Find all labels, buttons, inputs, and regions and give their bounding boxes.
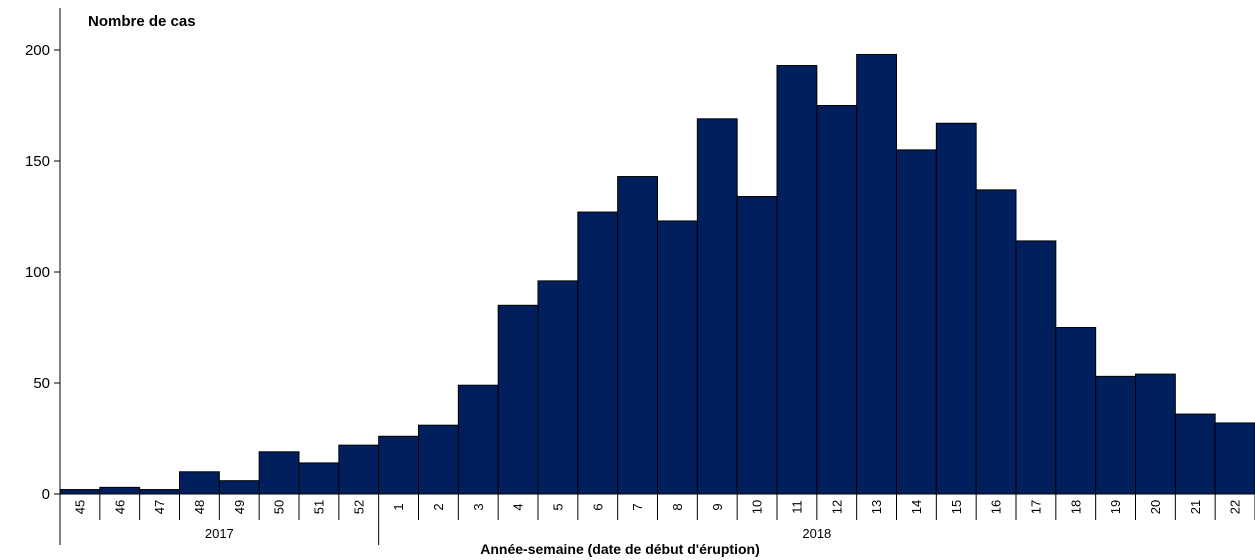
x-tick-label: 51	[311, 500, 326, 514]
x-tick-label: 16	[989, 500, 1004, 514]
x-tick-label: 1	[391, 503, 406, 510]
x-tick-label: 10	[750, 500, 765, 514]
x-axis-title: Année-semaine (date de début d'éruption)	[480, 541, 759, 557]
x-tick-label: 13	[869, 500, 884, 514]
bar	[1214, 422, 1255, 495]
x-tick-label: 49	[232, 500, 247, 514]
year-label: 2018	[802, 526, 831, 541]
x-tick-label: 4	[511, 503, 526, 510]
bar	[816, 105, 858, 495]
x-tick-label: 45	[72, 500, 87, 514]
bar	[338, 444, 380, 495]
y-tick-label: 150	[25, 153, 50, 170]
x-tick-label: 7	[630, 503, 645, 510]
x-tick-label: 14	[909, 500, 924, 514]
x-tick-label: 48	[192, 500, 207, 514]
y-tick-label: 50	[33, 375, 50, 392]
y-tick-label: 0	[42, 486, 50, 503]
x-tick-label: 9	[710, 503, 725, 510]
bar	[1174, 413, 1216, 495]
bar	[617, 176, 659, 495]
bar	[457, 384, 499, 495]
bar	[418, 424, 459, 495]
bar	[1135, 373, 1176, 495]
bar	[657, 220, 698, 495]
bar	[577, 211, 619, 495]
x-axis-ticks: 45 46 47 48 49 50 51 52 1 2 3 4 5 6 7 8 9 10 11 12 13 14 15 16 1…	[59, 494, 1255, 520]
x-tick-label: 11	[789, 500, 804, 514]
bar	[59, 489, 101, 495]
y-axis-title: Nombre de cas	[88, 13, 196, 30]
bar	[497, 304, 539, 495]
x-tick-label: 2	[431, 503, 446, 510]
bar	[258, 451, 300, 495]
bars	[59, 53, 1255, 495]
bar	[218, 480, 260, 495]
x-tick-label: 3	[471, 503, 486, 510]
x-tick-label: 46	[112, 500, 127, 514]
bar	[975, 189, 1017, 495]
x-tick-label: 12	[829, 500, 844, 514]
year-label: 2017	[205, 526, 234, 541]
x-tick-label: 47	[152, 500, 167, 514]
y-axis-ticks: 0 50 100 150 200	[25, 42, 60, 503]
bar	[736, 196, 778, 495]
bar	[1095, 375, 1136, 495]
bar	[776, 65, 818, 495]
bar	[856, 53, 898, 495]
bar	[896, 149, 937, 495]
year-groups: 2017 2018	[205, 520, 831, 545]
bar	[298, 462, 340, 495]
x-tick-label: 50	[272, 500, 287, 514]
x-tick-label: 22	[1228, 500, 1243, 514]
x-tick-label: 15	[949, 500, 964, 514]
bar	[935, 122, 977, 495]
x-tick-label: 6	[590, 503, 605, 510]
x-tick-label: 19	[1108, 500, 1123, 514]
x-tick-label: 5	[550, 503, 565, 510]
x-tick-label: 8	[670, 503, 685, 510]
bar	[139, 489, 181, 495]
bar	[99, 486, 141, 495]
bar	[378, 435, 419, 495]
y-tick-label: 100	[25, 264, 50, 281]
bar	[537, 280, 579, 495]
x-tick-label: 52	[351, 500, 366, 514]
x-tick-label: 20	[1148, 500, 1163, 514]
x-tick-label: 18	[1068, 500, 1083, 514]
bar	[179, 471, 220, 495]
y-tick-label: 200	[25, 42, 50, 59]
bar	[696, 118, 738, 495]
bar	[1055, 327, 1097, 495]
x-tick-label: 17	[1028, 500, 1043, 514]
bar	[1015, 240, 1057, 495]
x-tick-label: 21	[1188, 500, 1203, 514]
